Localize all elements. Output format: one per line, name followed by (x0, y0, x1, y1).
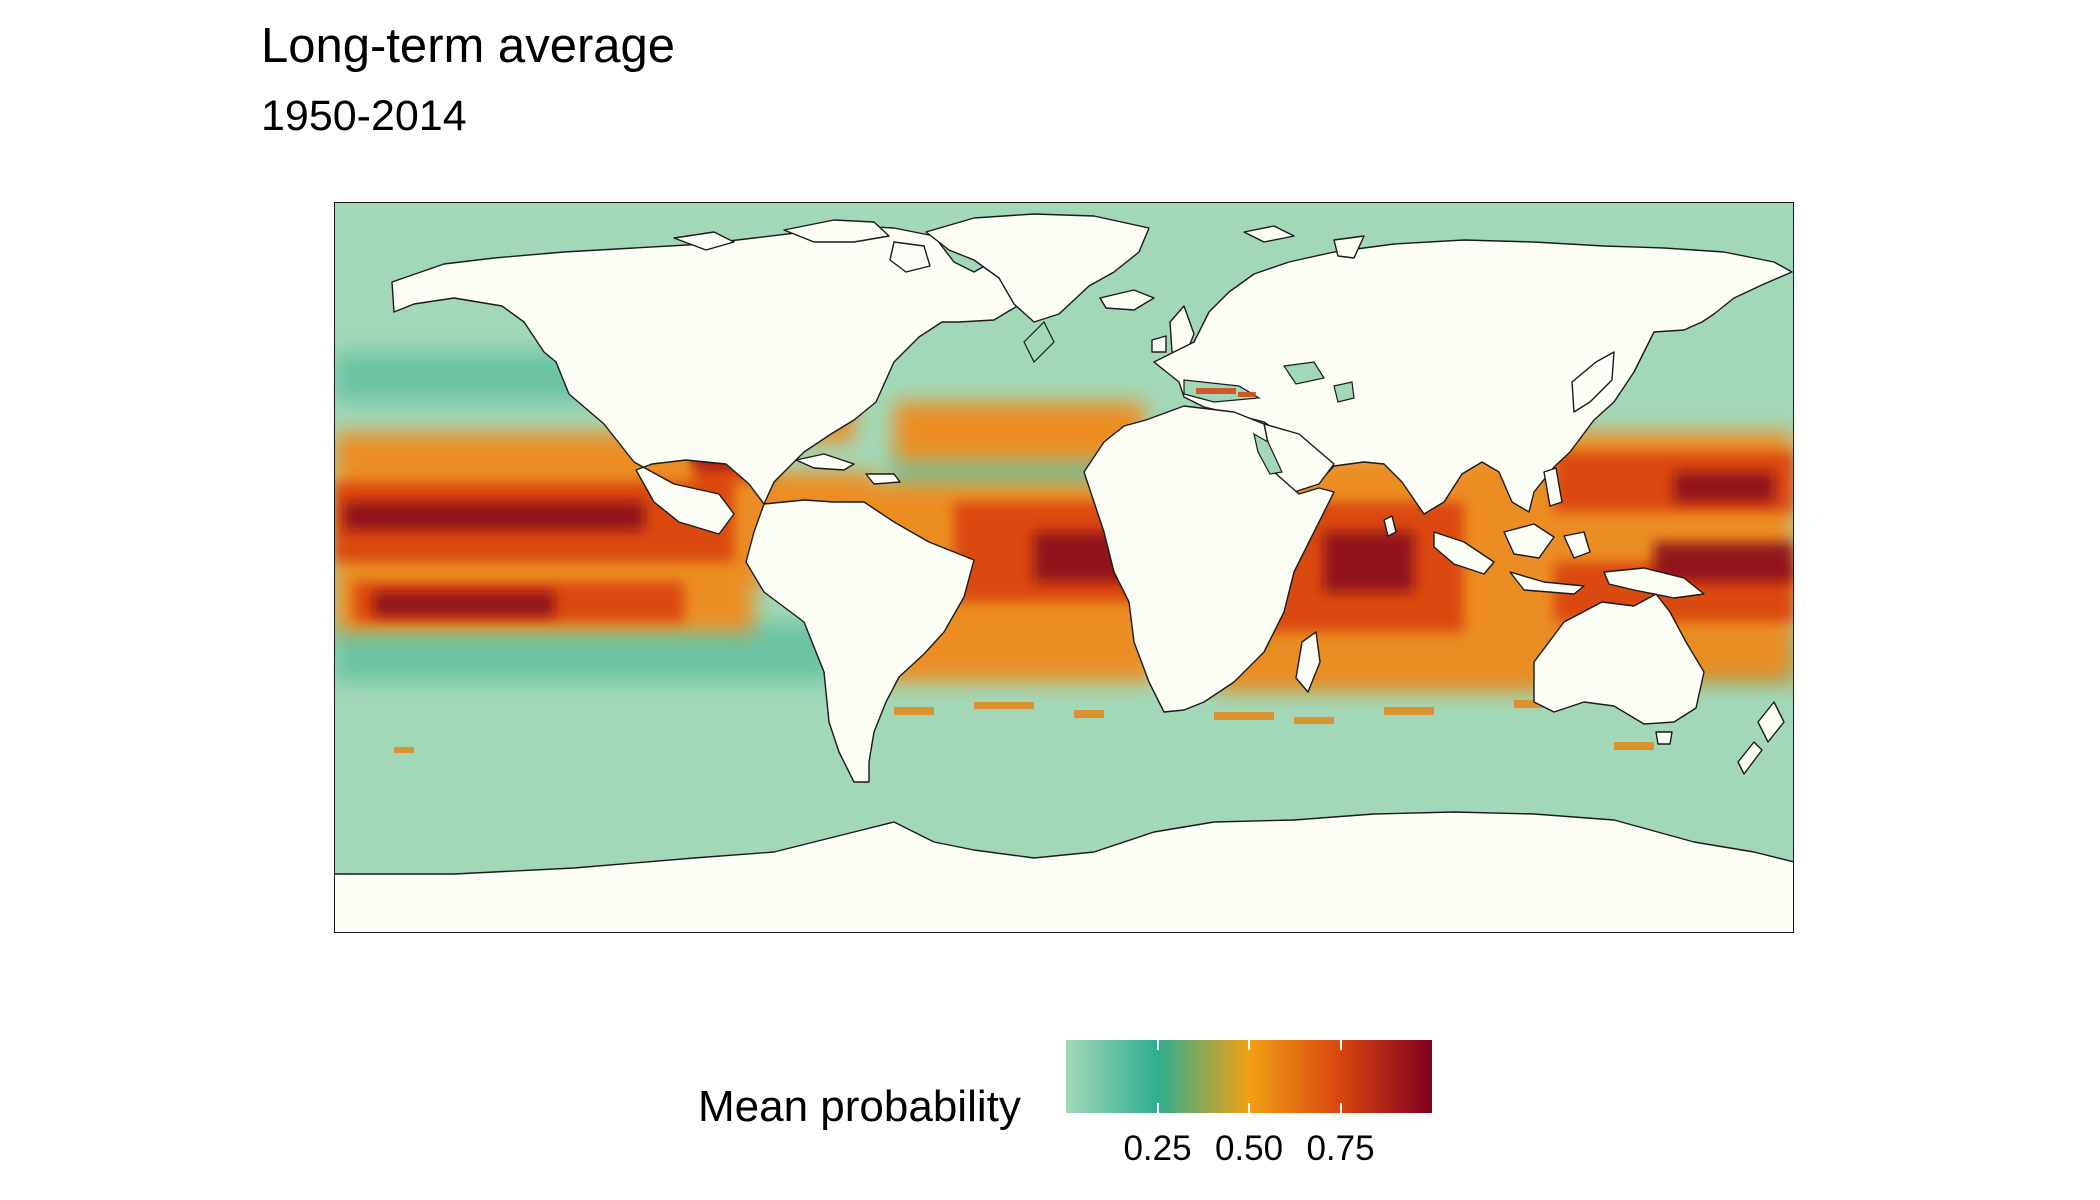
legend-tick-label: 0.50 (1214, 1129, 1284, 1168)
map-panel-border (334, 202, 1794, 933)
land-masses (334, 213, 1794, 933)
legend-tick-mark (1156, 1040, 1159, 1050)
legend-tick-mark (1339, 1103, 1342, 1113)
south-america (745, 499, 975, 783)
legend-title: Mean probability (698, 1082, 1021, 1131)
legend-tick-mark (1248, 1040, 1250, 1050)
new-guinea (1603, 567, 1705, 599)
africa (1083, 405, 1335, 713)
greenland (925, 213, 1150, 323)
world-map (334, 202, 1794, 933)
map-title: Long-term average (261, 19, 676, 73)
australia (1533, 593, 1705, 725)
legend-tick-mark (1339, 1040, 1342, 1050)
antarctica (334, 811, 1794, 933)
legend-tick-mark (1156, 1103, 1159, 1113)
legend-tick-label: 0.75 (1306, 1129, 1375, 1168)
legend-tick-mark (1248, 1103, 1250, 1113)
mediterranean-heat (1196, 388, 1256, 397)
madagascar (1295, 631, 1321, 693)
map-subtitle: 1950-2014 (261, 92, 467, 140)
legend-tick-label: 0.25 (1123, 1129, 1192, 1168)
legend-colorbar (1066, 1040, 1432, 1113)
